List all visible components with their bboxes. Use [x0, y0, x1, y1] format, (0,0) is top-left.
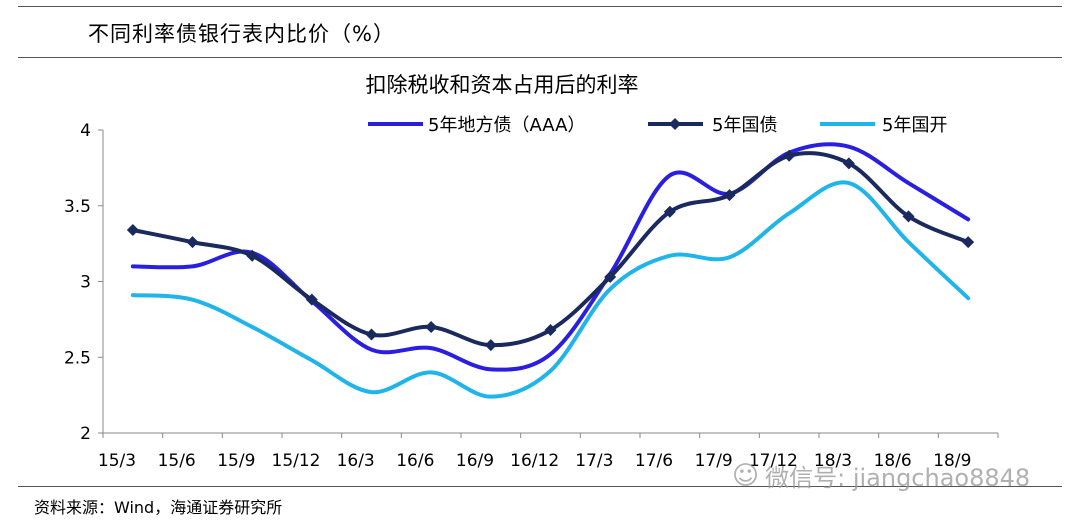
- data-point: [246, 249, 259, 262]
- data-point: [723, 189, 736, 202]
- legend-label: 5年国债: [712, 115, 777, 136]
- series-line: [130, 142, 971, 372]
- series-line: [130, 151, 971, 348]
- chart-title: 扣除税收和资本占用后的利率: [366, 73, 639, 97]
- data-point: [544, 323, 557, 336]
- bottom-rule: [18, 486, 1062, 487]
- x-tick-label: 16/3: [337, 451, 375, 471]
- legend-label: 5年国开: [882, 115, 947, 136]
- y-tick-label: 3.5: [64, 197, 91, 217]
- data-point: [365, 328, 378, 341]
- data-point: [663, 205, 676, 218]
- data-point: [902, 210, 915, 223]
- x-tick-label: 16/12: [510, 451, 559, 471]
- y-tick-label: 2: [80, 424, 91, 444]
- x-tick-label: 18/3: [814, 451, 852, 471]
- wechat-icon: ☺: [732, 460, 760, 491]
- series-line: [130, 180, 971, 399]
- top-rule: [18, 6, 1062, 7]
- x-tick-label: 15/9: [217, 451, 255, 471]
- x-tick-label: 16/6: [396, 451, 434, 471]
- y-tick-label: 3: [80, 273, 91, 293]
- x-tick-label: 18/9: [933, 451, 971, 471]
- data-point: [484, 339, 497, 352]
- data-point: [305, 293, 318, 306]
- legend-label: 5年地方债（AAA）: [428, 115, 585, 136]
- legend-marker: [669, 118, 681, 130]
- x-tick-label: 15/3: [98, 451, 136, 471]
- page-title: 不同利率债银行表内比价（%）: [88, 22, 395, 46]
- y-tick-label: 4: [80, 121, 91, 141]
- x-tick-label: 15/6: [158, 451, 196, 471]
- x-tick-label: 17/6: [635, 451, 673, 471]
- data-point: [962, 236, 975, 249]
- x-tick-label: 17/3: [575, 451, 613, 471]
- data-point: [842, 157, 855, 170]
- x-tick-label: 17/9: [695, 451, 733, 471]
- x-tick-label: 16/9: [456, 451, 494, 471]
- data-point: [186, 236, 199, 249]
- x-tick-label: 17/12: [749, 451, 798, 471]
- data-point: [604, 270, 617, 283]
- data-point: [126, 223, 139, 236]
- data-point: [783, 149, 796, 162]
- data-point: [425, 320, 438, 333]
- watermark: ☺ 微信号: jiangchao8848: [732, 458, 1030, 493]
- x-tick-label: 18/6: [874, 451, 912, 471]
- title-rule: [18, 57, 1062, 58]
- source-note: 资料来源：Wind，海通证券研究所: [34, 498, 283, 517]
- y-tick-label: 2.5: [64, 348, 91, 368]
- x-tick-label: 15/12: [272, 451, 321, 471]
- watermark-text: 微信号: jiangchao8848: [765, 464, 1031, 492]
